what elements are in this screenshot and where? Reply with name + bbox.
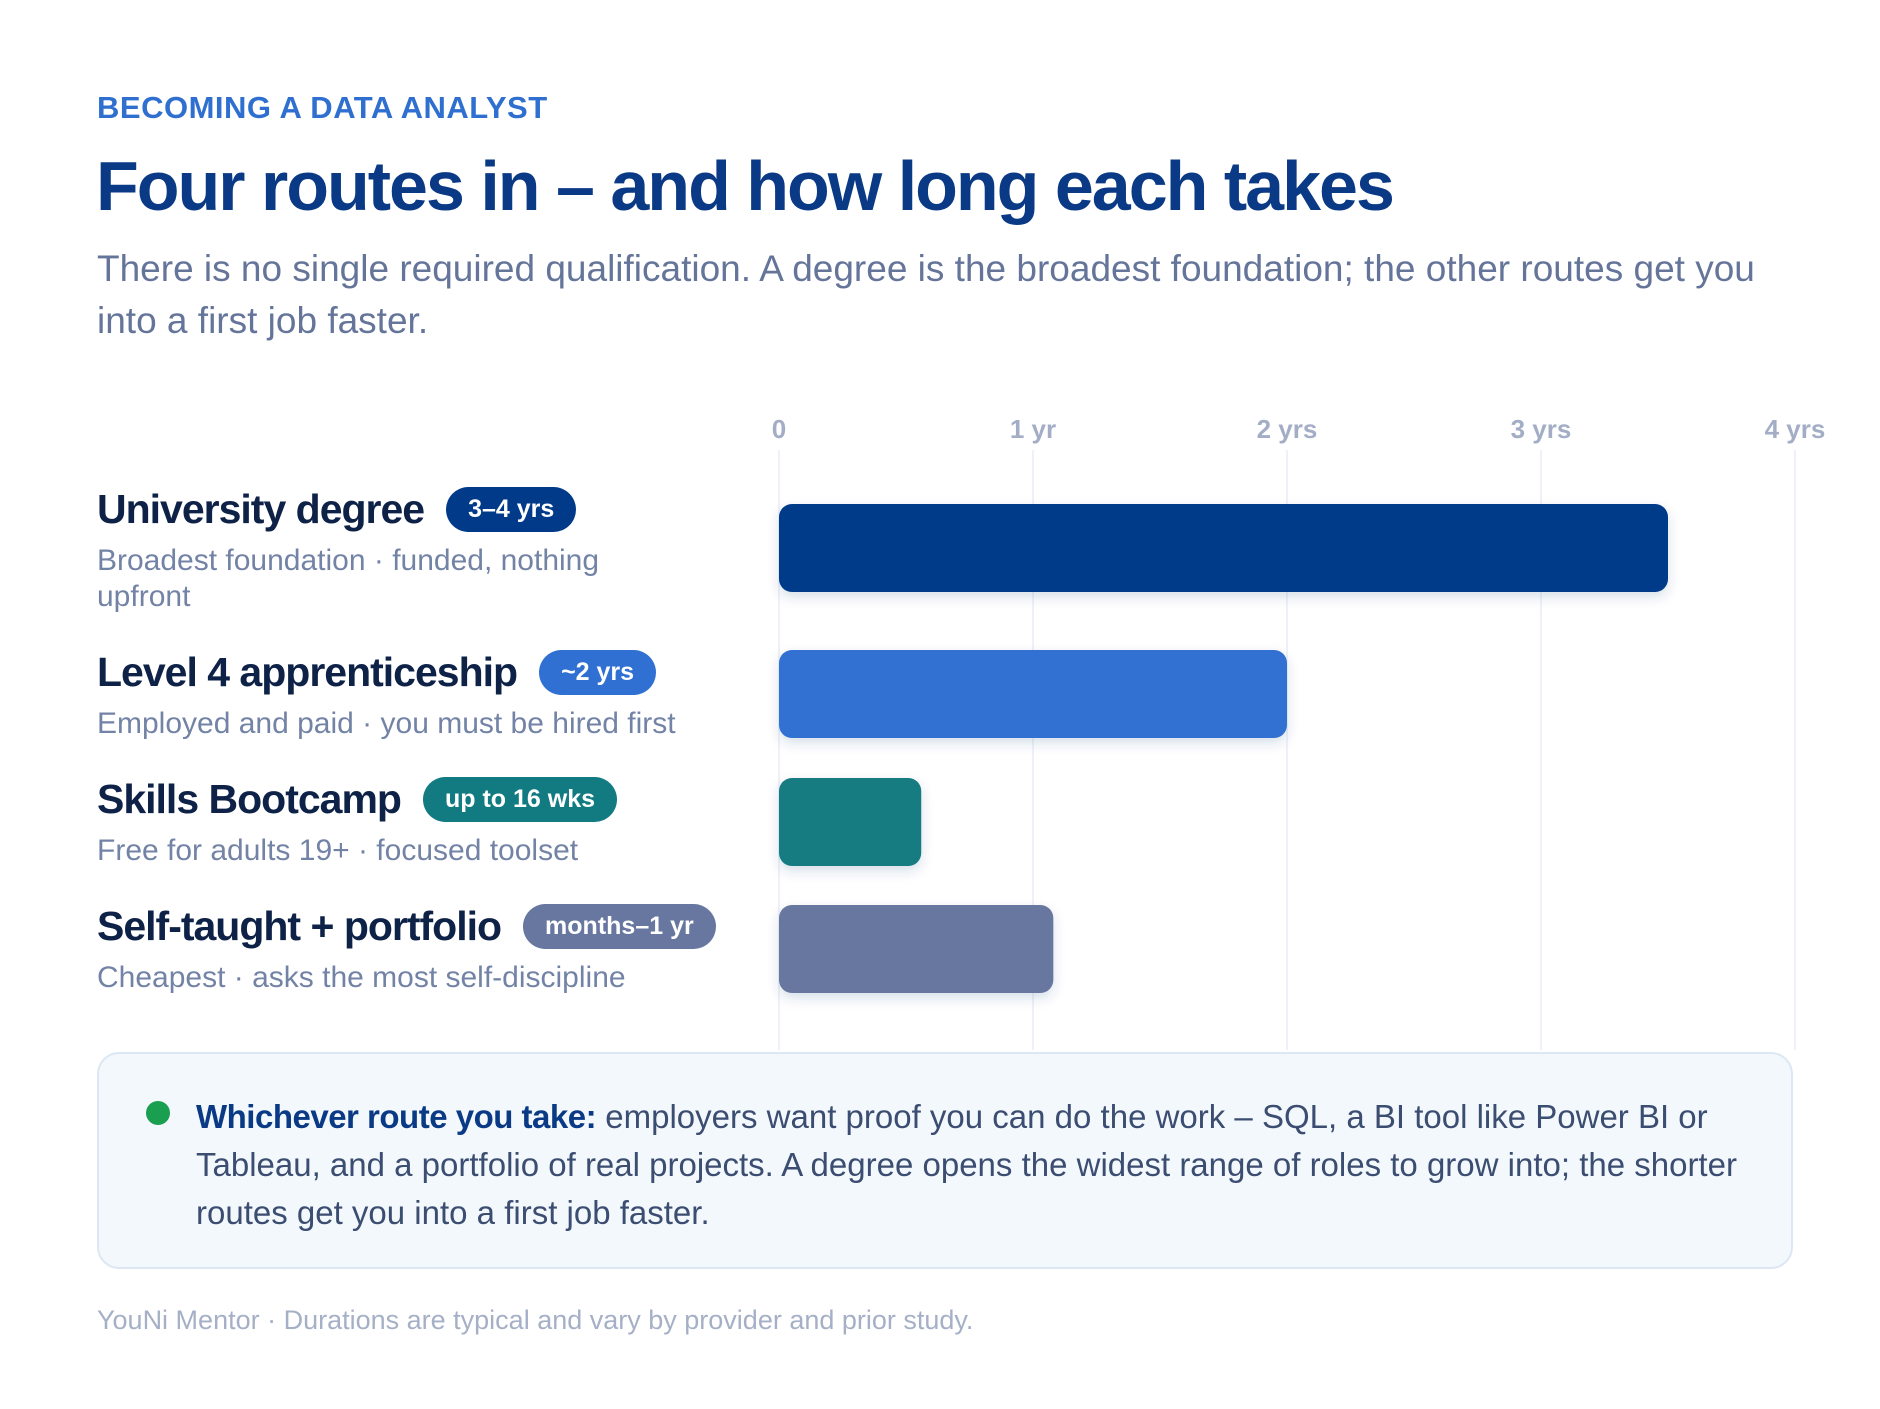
route-label-apprenticeship: Level 4 apprenticeship ~2 yrs Employed a…	[97, 649, 697, 742]
bar-self-taught-portfolio	[779, 905, 1054, 993]
callout-lead: Whichever route you take:	[196, 1098, 597, 1135]
route-label-university: University degree 3–4 yrs Broadest found…	[97, 486, 697, 615]
route-description: Broadest foundation · funded, nothing up…	[97, 544, 600, 613]
duration-badge: 3–4 yrs	[446, 487, 577, 532]
x-tick-label: 3 yrs	[1511, 414, 1572, 444]
callout-box: Whichever route you take: employers want…	[97, 1052, 1793, 1269]
x-tick-label: 2 yrs	[1257, 414, 1318, 444]
callout-body: employers want proof you can do the work…	[196, 1098, 1737, 1231]
page-title: Four routes in – and how long each takes	[96, 147, 1395, 225]
route-label-bootcamp: Skills Bootcamp up to 16 wks Free for ad…	[97, 776, 697, 869]
x-tick-label: 1 yr	[1010, 414, 1056, 444]
duration-badge: up to 16 wks	[422, 777, 618, 822]
page-subtitle: There is no single required qualificatio…	[97, 248, 1755, 341]
footer-note: YouNi Mentor · Durations are typical and…	[97, 1305, 974, 1335]
x-tick-label: 0	[772, 414, 786, 444]
route-title: Level 4 apprenticeship	[97, 649, 518, 695]
eyebrow-label: BECOMING A DATA ANALYST	[97, 90, 548, 125]
duration-badge: months–1 yr	[523, 904, 716, 949]
route-title: Self-taught + portfolio	[97, 903, 502, 949]
route-label-self-taught: Self-taught + portfolio months–1 yr Chea…	[97, 903, 716, 996]
bar-university-degree	[779, 504, 1668, 592]
route-description: Free for adults 19+ · focused toolset	[97, 834, 579, 867]
route-description: Cheapest · asks the most self-discipline	[97, 961, 626, 994]
duration-badge: ~2 yrs	[539, 650, 657, 695]
x-tick-label: 4 yrs	[1765, 414, 1826, 444]
callout-text: Whichever route you take: employers want…	[196, 1093, 1756, 1237]
bar-level-4-apprenticeship	[779, 650, 1287, 738]
route-title: Skills Bootcamp	[97, 776, 402, 822]
duration-chart: 0 1 yr 2 yrs 3 yrs 4 yrs	[772, 414, 1826, 1050]
status-dot-icon	[146, 1101, 170, 1125]
route-title: University degree	[97, 486, 425, 532]
route-description: Employed and paid · you must be hired fi…	[97, 707, 676, 740]
bar-skills-bootcamp	[779, 778, 922, 866]
